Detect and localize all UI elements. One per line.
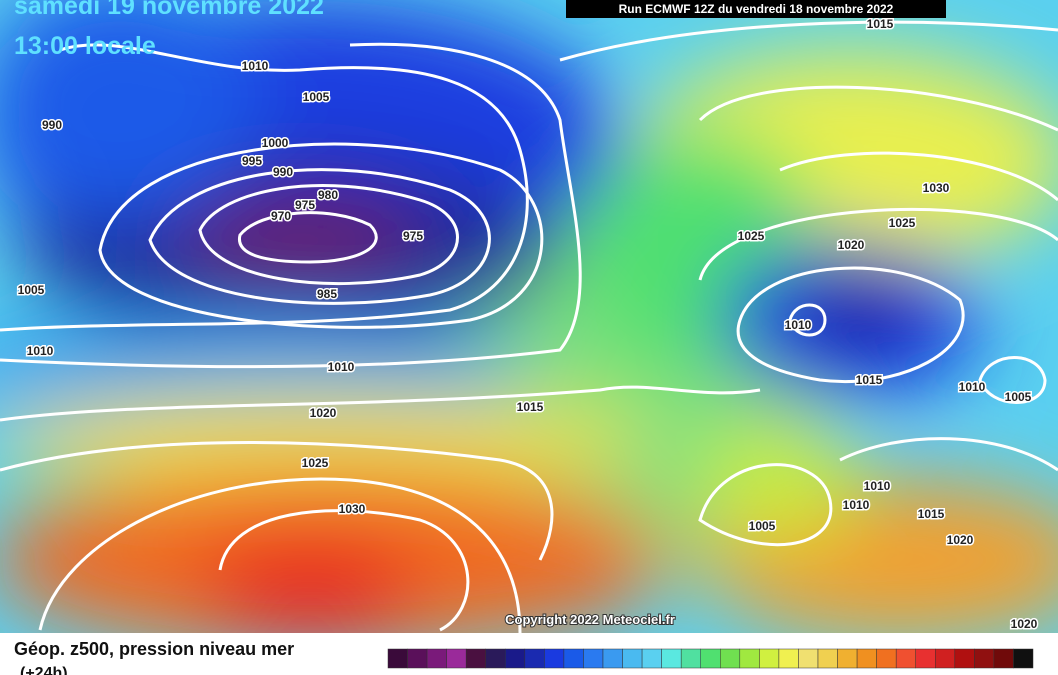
- isobar-label: 1000: [262, 136, 289, 150]
- isobar-label: 1020: [1011, 617, 1038, 631]
- isobar-label: 985: [317, 287, 337, 301]
- copyright: Copyright 2022 Meteociel.fr: [505, 612, 675, 627]
- isobar-label: 990: [273, 165, 293, 179]
- color-swatch: [700, 648, 721, 669]
- isobar-label: 1020: [947, 533, 974, 547]
- map-field: Run ECMWF 12Z du vendredi 18 novembre 20…: [0, 0, 1058, 633]
- color-swatch: [739, 648, 760, 669]
- color-swatch: [602, 648, 623, 669]
- date-title: samedi 19 novembre 2022: [14, 0, 324, 20]
- color-swatch: [876, 648, 897, 669]
- time-title: 13:00 locale: [14, 32, 156, 60]
- color-swatch: [485, 648, 506, 669]
- color-swatch: [505, 648, 526, 669]
- isobar-label: 1020: [310, 406, 337, 420]
- isobar-label: 1010: [864, 479, 891, 493]
- isobar-label: 1005: [18, 283, 45, 297]
- isobar-label: 1010: [959, 380, 986, 394]
- color-swatch: [915, 648, 936, 669]
- isobar-label: 1025: [302, 456, 329, 470]
- color-swatch: [798, 648, 819, 669]
- legend-subtitle: (+24h): [20, 665, 68, 675]
- isobar-label: 1015: [867, 17, 894, 31]
- color-scale: [387, 648, 1034, 669]
- color-swatch: [954, 648, 975, 669]
- color-swatch: [563, 648, 584, 669]
- isobar-label: 1005: [749, 519, 776, 533]
- color-swatch: [837, 648, 858, 669]
- run-banner: [566, 0, 946, 18]
- color-swatch: [1013, 648, 1034, 669]
- color-swatch: [974, 648, 995, 669]
- color-swatch: [993, 648, 1014, 669]
- isobar-label: 1015: [517, 400, 544, 414]
- isobar-label: 1015: [856, 373, 883, 387]
- color-swatch: [524, 648, 545, 669]
- color-swatch: [778, 648, 799, 669]
- isobar-label: 975: [403, 229, 423, 243]
- isobar-label: 995: [242, 154, 262, 168]
- color-swatch: [856, 648, 877, 669]
- isobar-label: 1010: [785, 318, 812, 332]
- color-swatch: [720, 648, 741, 669]
- color-swatch: [426, 648, 447, 669]
- color-swatch: [583, 648, 604, 669]
- isobar-label: 1005: [1005, 390, 1032, 404]
- isobar-label: 990: [42, 118, 62, 132]
- isobar-label: 1015: [918, 507, 945, 521]
- run-label: Run ECMWF 12Z du vendredi 18 novembre 20…: [619, 2, 894, 16]
- color-swatch: [465, 648, 486, 669]
- isobar-label: 1025: [738, 229, 765, 243]
- isobar-label: 975: [295, 198, 315, 212]
- isobar-label: 970: [271, 209, 291, 223]
- color-swatch: [641, 648, 662, 669]
- legend-title: Géop. z500, pression niveau mer: [14, 639, 294, 659]
- color-swatch: [759, 648, 780, 669]
- color-swatch: [446, 648, 467, 669]
- color-swatch: [680, 648, 701, 669]
- color-swatch: [661, 648, 682, 669]
- isobar-label: 980: [318, 188, 338, 202]
- isobar-label: 1005: [303, 90, 330, 104]
- isobar-label: 1030: [339, 502, 366, 516]
- isobar-label: 1010: [27, 344, 54, 358]
- isobar-label: 1010: [843, 498, 870, 512]
- color-swatch: [387, 648, 408, 669]
- isobar-label: 1010: [242, 59, 269, 73]
- color-swatch: [935, 648, 956, 669]
- isobar-label: 1030: [923, 181, 950, 195]
- isobar-label: 1010: [328, 360, 355, 374]
- color-swatch: [622, 648, 643, 669]
- isobar-label: 1025: [889, 216, 916, 230]
- color-swatch: [817, 648, 838, 669]
- isobar-label: 1020: [838, 238, 865, 252]
- color-swatch: [544, 648, 565, 669]
- color-swatch: [407, 648, 428, 669]
- color-swatch: [895, 648, 916, 669]
